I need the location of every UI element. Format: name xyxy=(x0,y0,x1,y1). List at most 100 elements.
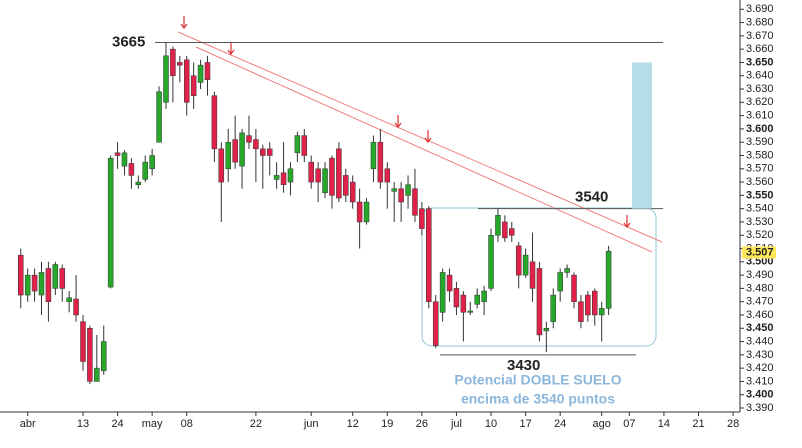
candle-body xyxy=(363,201,370,223)
candle-body xyxy=(24,274,31,296)
x-tick-label: 22 xyxy=(250,418,262,430)
candle-body xyxy=(45,268,52,302)
y-tick-label: 3.690 xyxy=(746,3,774,15)
candle-body xyxy=(315,168,321,183)
candle-body xyxy=(87,328,93,382)
candle-body xyxy=(253,139,259,150)
annotation: Potencial DOBLE SUELO xyxy=(454,372,621,388)
candle-body xyxy=(38,272,45,296)
candle-body xyxy=(481,290,487,302)
x-tick-label: 07 xyxy=(623,418,635,430)
arrows xyxy=(180,16,631,228)
candle-body xyxy=(59,268,65,289)
candle-body xyxy=(502,221,508,239)
x-tick-label: 28 xyxy=(727,418,739,430)
candle-body xyxy=(495,215,501,236)
y-tick-label: 3.450 xyxy=(746,322,774,334)
candle-body xyxy=(432,301,439,346)
y-tick-label: 3.500 xyxy=(746,256,774,268)
candle-body xyxy=(94,367,100,382)
y-tick-label: 3.540 xyxy=(746,203,774,215)
candle-body xyxy=(280,172,287,185)
x-tick-label: 21 xyxy=(692,418,704,430)
y-tick-label: 3.610 xyxy=(746,110,774,122)
y-tick-label: 3.680 xyxy=(746,16,774,28)
candle-body xyxy=(149,155,155,170)
candle-body xyxy=(564,268,570,273)
x-tick-label: abr xyxy=(20,418,36,430)
candle-body xyxy=(522,254,529,276)
candle-body xyxy=(218,148,225,183)
trendline xyxy=(195,46,653,253)
y-tick-label: 3.600 xyxy=(746,123,774,135)
y-tick-label: 3.550 xyxy=(746,189,774,201)
candle-body xyxy=(398,188,404,203)
y-tick-label: 3.530 xyxy=(746,216,774,228)
candle-body xyxy=(356,201,363,223)
candle-body xyxy=(266,148,273,156)
x-tick-label: 10 xyxy=(485,418,497,430)
target-bar xyxy=(632,62,652,209)
candle-body xyxy=(73,298,79,316)
candle-body xyxy=(377,141,384,183)
x-tick-label: ago xyxy=(593,418,611,430)
candle-body xyxy=(446,274,453,292)
candle-body xyxy=(391,188,397,192)
last-price-box xyxy=(742,246,776,259)
candle-body xyxy=(211,95,218,150)
candle-body xyxy=(80,321,86,362)
candle-body xyxy=(370,141,377,170)
candle-body xyxy=(322,168,328,193)
candle-body xyxy=(474,294,480,305)
candle-body xyxy=(232,139,238,163)
x-tick-label: may xyxy=(142,418,163,430)
level-label: 3430 xyxy=(507,357,540,374)
y-tick-label: 3.480 xyxy=(746,282,774,294)
y-tick-label: 3.440 xyxy=(746,335,774,347)
candle-body xyxy=(121,152,128,167)
candle-body xyxy=(405,184,411,196)
x-tick-label: 12 xyxy=(347,418,359,430)
candle-body xyxy=(439,272,446,313)
candle-body xyxy=(578,301,584,322)
x-tick-label: jul xyxy=(450,418,462,430)
candle-body xyxy=(308,161,314,183)
candle-body xyxy=(177,62,183,66)
annotation: encima de 3540 puntos xyxy=(461,391,615,407)
candle-body xyxy=(246,135,252,143)
candle-body xyxy=(557,272,563,292)
candle-body xyxy=(301,135,308,156)
y-tick-label: 3.410 xyxy=(746,375,774,387)
y-tick-label: 3.560 xyxy=(746,176,774,188)
candle-body xyxy=(343,175,349,196)
candle-body xyxy=(239,132,245,167)
candle-body xyxy=(107,157,114,288)
y-tick-label: 3.490 xyxy=(746,269,774,281)
x-tick-label: 08 xyxy=(181,418,193,430)
candle-body xyxy=(543,328,550,332)
candle-body xyxy=(273,175,280,180)
candle-body xyxy=(585,294,591,316)
y-tick-label: 3.420 xyxy=(746,362,774,374)
candle-body xyxy=(66,297,72,302)
candle-body xyxy=(190,75,197,96)
candle-body xyxy=(460,294,467,313)
candle-body xyxy=(135,181,142,185)
y-tick-label: 3.630 xyxy=(746,83,774,95)
x-tick-label: 24 xyxy=(554,418,566,430)
y-tick-label: 3.520 xyxy=(746,229,774,241)
y-tick-label: 3.430 xyxy=(746,349,774,361)
candle-body xyxy=(488,234,494,289)
y-tick-label: 3.650 xyxy=(746,56,774,68)
x-tick-label: jun xyxy=(303,418,319,430)
candle-body xyxy=(329,157,335,196)
y-tick-label: 3.470 xyxy=(746,296,774,308)
candle-body xyxy=(384,168,391,183)
candle-body xyxy=(536,268,543,336)
candle-body xyxy=(336,148,342,199)
candle-body xyxy=(412,188,418,216)
y-tick-label: 3.460 xyxy=(746,309,774,321)
last-price-label: 3.507 xyxy=(746,246,774,258)
candle-body xyxy=(114,152,121,156)
